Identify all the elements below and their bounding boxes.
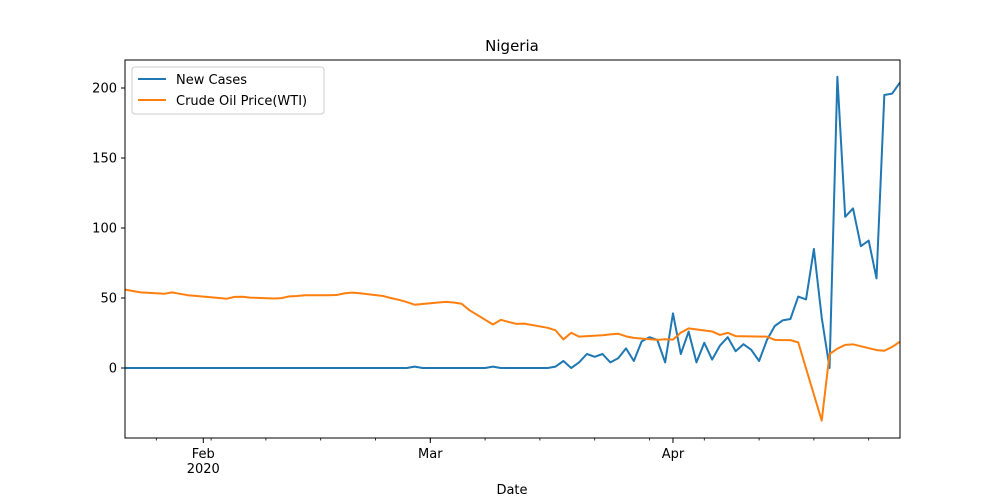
legend-box bbox=[131, 66, 325, 115]
x-tick-label-1: Mar bbox=[418, 447, 443, 462]
series-line-new-cases bbox=[125, 75, 900, 369]
x-tick-label-2: Apr bbox=[662, 447, 685, 462]
legend-label-crude-oil-price: Crude Oil Price(WTI) bbox=[176, 94, 307, 109]
y-tick-label-100: 100 bbox=[92, 222, 117, 237]
series-layer bbox=[125, 75, 900, 422]
y-tick-label-200: 200 bbox=[92, 82, 117, 97]
y-tick-label-50: 50 bbox=[100, 292, 117, 307]
legend-label-new-cases: New Cases bbox=[176, 73, 247, 88]
y-axis: 0 50 100 150 200 bbox=[92, 82, 125, 377]
x-axis-label: Date bbox=[496, 483, 527, 498]
y-tick-label-150: 150 bbox=[92, 152, 117, 167]
chart-title: Nigeria bbox=[485, 37, 539, 55]
axes-frame bbox=[124, 59, 901, 439]
series-line-crude-oil-price bbox=[125, 288, 900, 422]
x-tick-label-0: Feb bbox=[192, 447, 215, 462]
x-tick-sublabel-0: 2020 bbox=[187, 462, 220, 477]
y-tick-label-0: 0 bbox=[109, 362, 117, 377]
legend: New Cases Crude Oil Price(WTI) bbox=[131, 66, 325, 115]
